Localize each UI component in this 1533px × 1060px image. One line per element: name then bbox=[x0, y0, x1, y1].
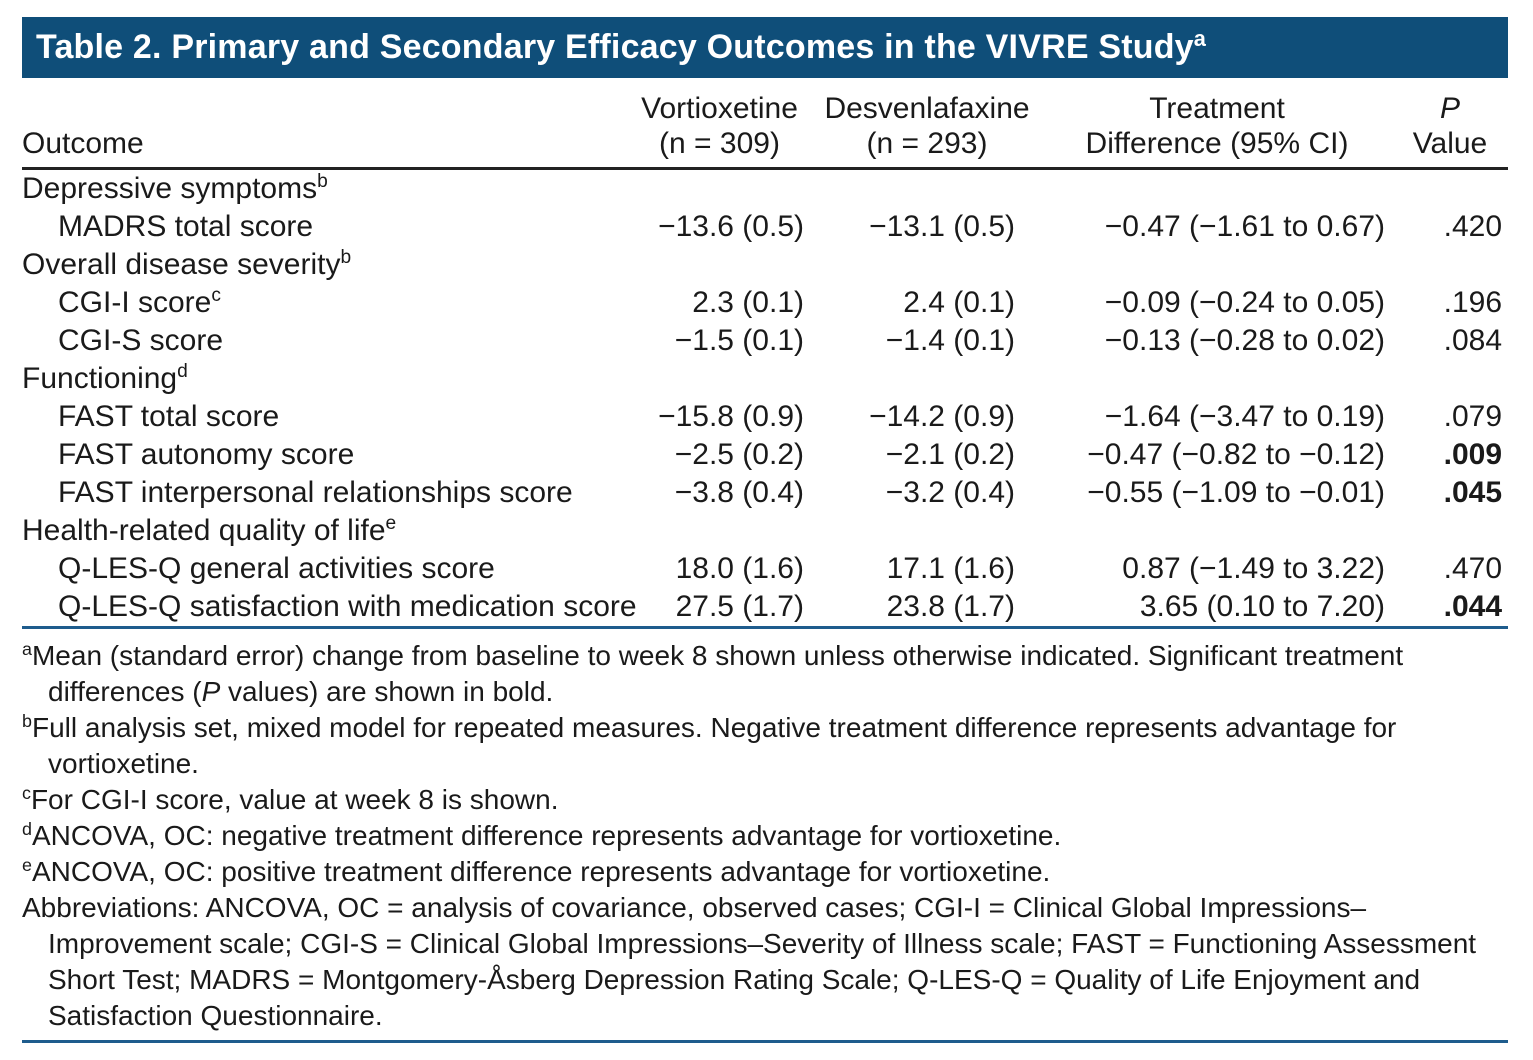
footnote-marker: c bbox=[211, 285, 221, 307]
cell-outcome: FAST autonomy score bbox=[58, 438, 355, 471]
cell-p-value: .420 bbox=[1443, 210, 1502, 243]
table-row: FAST interpersonal relationships score −… bbox=[22, 474, 1508, 512]
cell-p-value: .470 bbox=[1443, 552, 1502, 585]
cell-difference: −0.09 (−0.24 to 0.05) bbox=[1104, 286, 1385, 319]
cell-p-value: .079 bbox=[1443, 400, 1502, 433]
cell-desvenlafaxine: −14.2 (0.9) bbox=[869, 400, 1015, 433]
cell-outcome: FAST interpersonal relationships score bbox=[58, 476, 573, 509]
cell-difference: −0.47 (−0.82 to −0.12) bbox=[1087, 438, 1385, 471]
cell-difference: −0.55 (−1.09 to −0.01) bbox=[1087, 476, 1385, 509]
footnote-e-marker: e bbox=[22, 855, 32, 876]
cell-desvenlafaxine: −2.1 (0.2) bbox=[885, 438, 1015, 471]
column-header-desvenlafaxine: Desvenlafaxine (n = 293) bbox=[812, 78, 1042, 170]
footnotes-section: aMean (standard error) change from basel… bbox=[22, 638, 1508, 1034]
footnote-c-marker: c bbox=[22, 783, 31, 804]
cell-difference: −0.47 (−1.61 to 0.67) bbox=[1104, 210, 1385, 243]
table-row-category: Overall disease severityb bbox=[22, 246, 1508, 284]
table-row: CGI-S score −1.5 (0.1) −1.4 (0.1) −0.13 … bbox=[22, 322, 1508, 360]
cell-outcome: FAST total score bbox=[58, 400, 280, 433]
cell-vortioxetine: −3.8 (0.4) bbox=[674, 476, 804, 509]
abbreviations-note: Abbreviations: ANCOVA, OC = analysis of … bbox=[22, 892, 1477, 1031]
cell-desvenlafaxine: −13.1 (0.5) bbox=[869, 210, 1015, 243]
footnote-marker: b bbox=[340, 247, 352, 269]
cell-p-value-significant: .045 bbox=[1443, 476, 1502, 509]
footnote-a: aMean (standard error) change from basel… bbox=[22, 639, 1404, 707]
cell-difference: 0.87 (−1.49 to 3.22) bbox=[1122, 552, 1385, 585]
cell-outcome: CGI-I scorec bbox=[58, 285, 221, 319]
cell-p-value-significant: .044 bbox=[1392, 588, 1508, 629]
footnote-d: dANCOVA, OC: negative treatment differen… bbox=[22, 819, 1062, 851]
table-row-category: Functioningd bbox=[22, 360, 1508, 398]
table-row: Q-LES-Q satisfaction with medication sco… bbox=[22, 588, 1508, 629]
cell-outcome: CGI-S score bbox=[58, 324, 224, 357]
table-header: Outcome Vortioxetine (n = 309) Desvenlafa… bbox=[22, 78, 1508, 170]
category-label: Overall disease severityb bbox=[22, 247, 352, 281]
footnote-marker: e bbox=[385, 513, 397, 535]
table-row-category: Health-related quality of lifee bbox=[22, 512, 1508, 550]
cell-difference: −1.64 (−3.47 to 0.19) bbox=[1104, 400, 1385, 433]
efficacy-outcomes-table: Outcome Vortioxetine (n = 309) Desvenlafa… bbox=[22, 78, 1508, 629]
cell-difference: −0.13 (−0.28 to 0.02) bbox=[1104, 324, 1385, 357]
cell-p-value: .196 bbox=[1443, 286, 1502, 319]
bottom-rule bbox=[22, 1040, 1508, 1043]
table-row: MADRS total score −13.6 (0.5) −13.1 (0.5… bbox=[22, 208, 1508, 246]
title-footnote-marker: a bbox=[1193, 26, 1207, 52]
cell-outcome: Q-LES-Q general activities score bbox=[58, 552, 495, 585]
cell-vortioxetine: −2.5 (0.2) bbox=[674, 438, 804, 471]
cell-vortioxetine: −1.5 (0.1) bbox=[674, 324, 804, 357]
cell-vortioxetine: 27.5 (1.7) bbox=[627, 588, 812, 629]
cell-vortioxetine: 2.3 (0.1) bbox=[692, 286, 804, 319]
table-title: Table 2. Primary and Secondary Efficacy … bbox=[36, 28, 1206, 67]
category-label: Functioningd bbox=[22, 361, 188, 395]
table-row: FAST total score −15.8 (0.9) −14.2 (0.9)… bbox=[22, 398, 1508, 436]
footnote-e: eANCOVA, OC: positive treatment differen… bbox=[22, 855, 1051, 887]
cell-vortioxetine: −15.8 (0.9) bbox=[658, 400, 804, 433]
cell-desvenlafaxine: 23.8 (1.7) bbox=[812, 588, 1042, 629]
cell-desvenlafaxine: 17.1 (1.6) bbox=[886, 552, 1015, 585]
column-header-vortioxetine: Vortioxetine (n = 309) bbox=[627, 78, 812, 170]
category-label: Depressive symptomsb bbox=[22, 171, 328, 205]
table-row: Q-LES-Q general activities score 18.0 (1… bbox=[22, 550, 1508, 588]
cell-desvenlafaxine: −1.4 (0.1) bbox=[885, 324, 1015, 357]
cell-p-value: .084 bbox=[1443, 324, 1502, 357]
cell-outcome: Q-LES-Q satisfaction with medication sco… bbox=[22, 588, 637, 629]
column-header-p-value: P Value bbox=[1392, 78, 1508, 170]
footnote-b-marker: b bbox=[22, 711, 32, 732]
cell-difference: 3.65 (0.10 to 7.20) bbox=[1042, 588, 1392, 629]
cell-desvenlafaxine: 2.4 (0.1) bbox=[903, 286, 1015, 319]
table-row: CGI-I scorec 2.3 (0.1) 2.4 (0.1) −0.09 (… bbox=[22, 284, 1508, 322]
footnote-a-marker: a bbox=[22, 639, 32, 660]
column-header-outcome: Outcome bbox=[22, 78, 627, 170]
footnote-b: bFull analysis set, mixed model for repe… bbox=[22, 711, 1397, 779]
table-body: Depressive symptomsb MADRS total score −… bbox=[22, 169, 1508, 629]
footnote-marker: b bbox=[317, 171, 328, 193]
table-title-bar: Table 2. Primary and Secondary Efficacy … bbox=[22, 17, 1508, 78]
table-row-category: Depressive symptomsb bbox=[22, 169, 1508, 209]
table-row: FAST autonomy score −2.5 (0.2) −2.1 (0.2… bbox=[22, 436, 1508, 474]
cell-vortioxetine: 18.0 (1.6) bbox=[675, 552, 804, 585]
column-header-treatment-difference: Treatment Difference (95% CI) bbox=[1042, 78, 1392, 170]
footnote-marker: d bbox=[177, 361, 188, 383]
cell-outcome: MADRS total score bbox=[58, 210, 314, 243]
footnote-d-marker: d bbox=[22, 819, 32, 840]
footnote-c: cFor CGI-I score, value at week 8 is sho… bbox=[22, 783, 559, 815]
table-title-text: Table 2. Primary and Secondary Efficacy … bbox=[36, 28, 1194, 66]
cell-vortioxetine: −13.6 (0.5) bbox=[658, 210, 804, 243]
header-row: Outcome Vortioxetine (n = 309) Desvenlafa… bbox=[22, 78, 1508, 170]
category-label: Health-related quality of lifee bbox=[22, 513, 397, 547]
cell-desvenlafaxine: −3.2 (0.4) bbox=[885, 476, 1015, 509]
cell-p-value-significant: .009 bbox=[1443, 438, 1502, 471]
